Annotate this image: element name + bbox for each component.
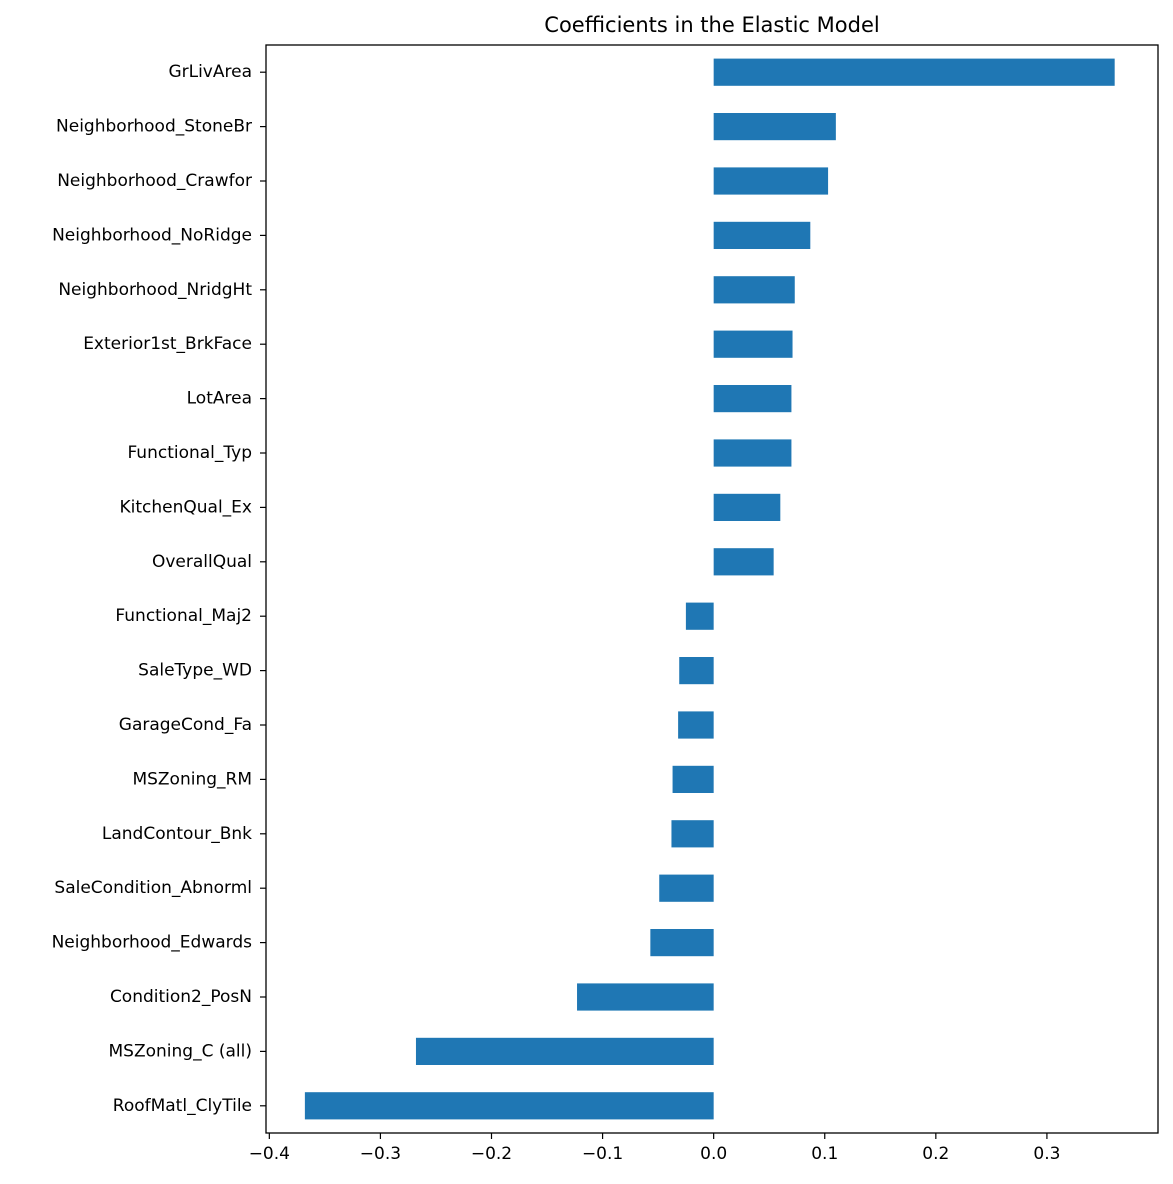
x-tick-label: −0.3 [360,1144,401,1164]
x-tick-label: −0.1 [582,1144,623,1164]
y-tick-label: Neighborhood_Crawfor [57,171,252,191]
y-tick-label: Functional_Typ [127,443,252,463]
y-tick-label: Functional_Maj2 [115,606,252,626]
y-tick-label: Neighborhood_StoneBr [56,117,252,137]
bar [713,385,792,413]
bar [713,221,811,249]
bar [672,765,714,793]
x-tick-label: 0.0 [700,1144,727,1164]
bar [671,820,714,848]
bar [713,113,836,141]
plot-frame [265,44,1159,1134]
y-tick-label: LandContour_Bnk [102,824,252,844]
y-tick-label: LotArea [187,389,252,409]
y-tick-label: Condition2_PosN [110,987,252,1007]
y-tick-label: KitchenQual_Ex [120,497,253,517]
x-tick-label: −0.4 [249,1144,290,1164]
bar [415,1037,714,1065]
bar [713,439,792,467]
bars-layer [304,58,1115,1120]
bar [713,548,774,576]
y-tick-label: Exterior1st_BrkFace [83,334,252,354]
y-tick-label: MSZoning_C (all) [109,1041,252,1061]
y-tick-label: OverallQual [152,552,252,572]
bar [678,711,714,739]
y-tick-label: MSZoning_RM [132,769,252,789]
bar [679,657,714,685]
y-tick-label: SaleCondition_Abnorml [54,878,252,898]
y-axis: GrLivArea Neighborhood_StoneBr Neighborhoo… [52,62,266,1116]
bar [304,1092,714,1120]
y-tick-label: RoofMatl_ClyTile [113,1096,252,1116]
chart-title: Coefficients in the Elastic Model [544,13,879,37]
y-tick-label: Neighborhood_Edwards [52,933,253,953]
bar [650,929,714,957]
y-tick-label: GarageCond_Fa [119,715,252,735]
x-axis: −0.4 −0.3 −0.2 −0.1 0.0 0.1 0.2 0.3 [249,1133,1060,1164]
y-tick-label: Neighborhood_NridgHt [58,280,252,300]
bar [713,167,829,195]
y-tick-label: Neighborhood_NoRidge [52,225,252,245]
x-tick-label: −0.2 [471,1144,512,1164]
x-tick-label: 0.2 [922,1144,949,1164]
y-tick-label: GrLivArea [168,62,252,82]
y-tick-label: SaleType_WD [138,661,252,681]
bar [685,602,714,630]
x-tick-label: 0.1 [811,1144,838,1164]
bar [713,276,795,304]
x-tick-label: 0.3 [1033,1144,1060,1164]
bar [713,330,793,358]
bar [577,983,714,1011]
bar [713,493,781,521]
bar [659,874,714,902]
bar [713,58,1115,86]
